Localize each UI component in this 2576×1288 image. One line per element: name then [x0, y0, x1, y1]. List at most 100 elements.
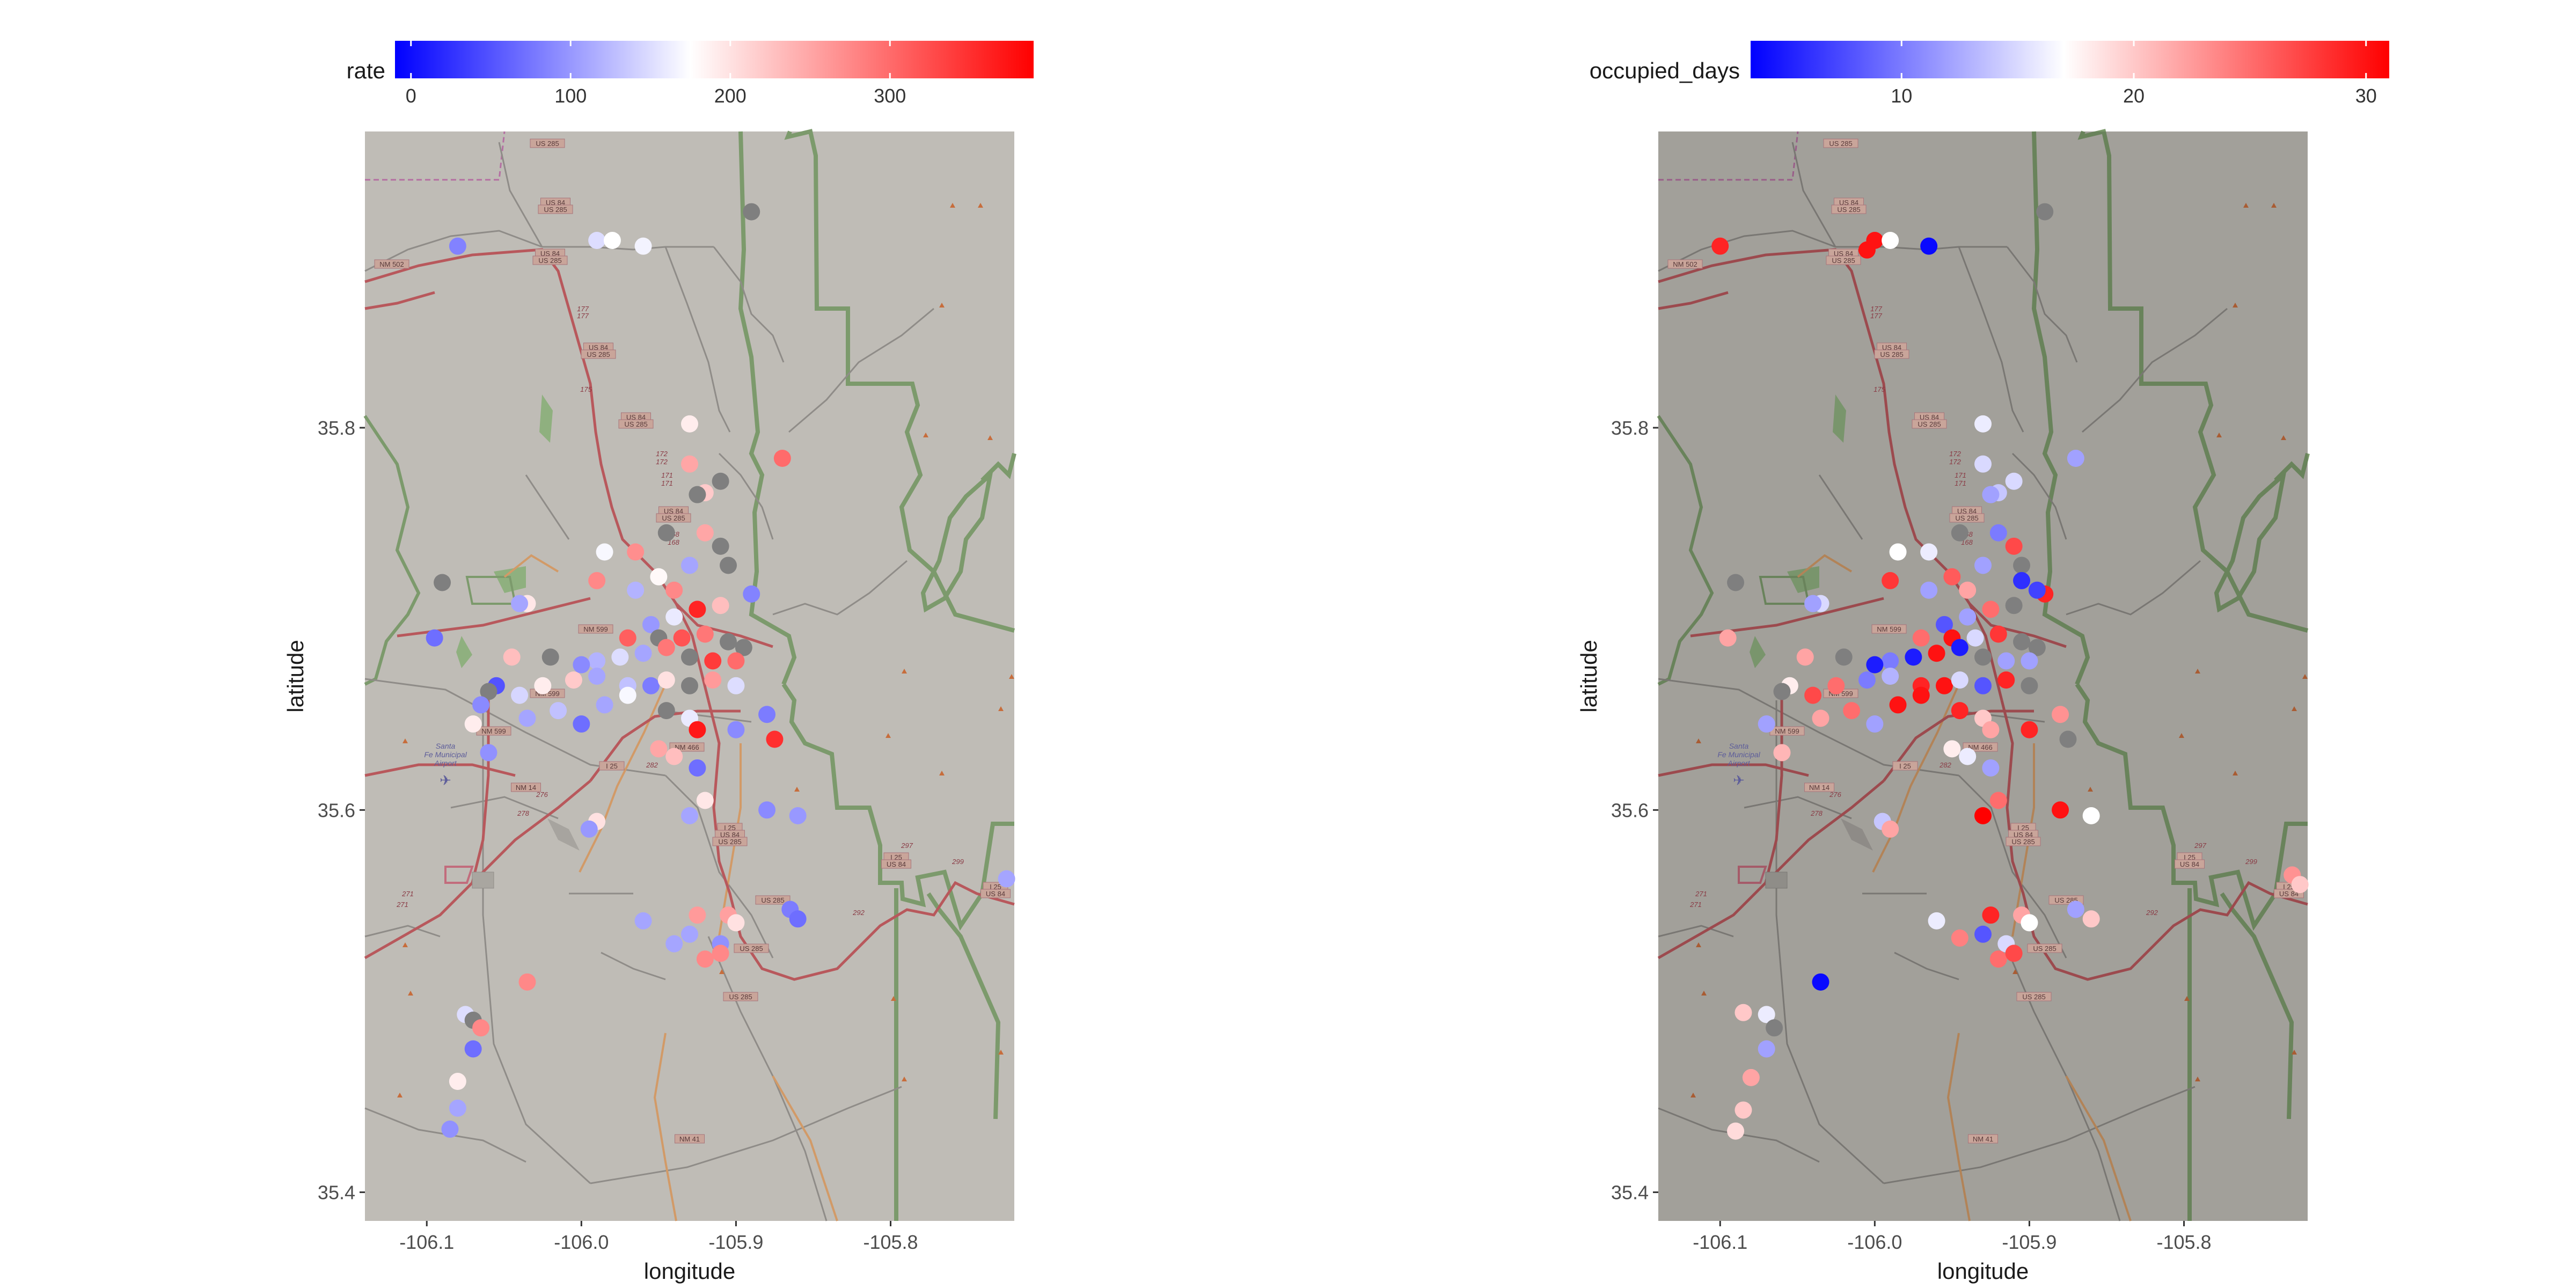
data-point: [511, 686, 529, 704]
data-point: [449, 1099, 466, 1117]
legend-tick-label: 10: [1891, 85, 1912, 107]
road-label: US 84: [626, 413, 646, 421]
road-label: US 285: [740, 945, 763, 953]
data-point: [1982, 601, 2000, 618]
data-point-missing: [712, 472, 729, 490]
data-point: [634, 645, 652, 662]
legend-ticks: 0 100 200 300: [406, 41, 906, 107]
road-label: US 84: [1839, 199, 1858, 207]
road-shield: [511, 782, 541, 792]
data-point: [1843, 702, 1861, 720]
data-point: [1959, 748, 1977, 765]
data-point: [650, 568, 668, 586]
x-tick-label: -106.0: [554, 1231, 609, 1253]
road-shield: [755, 895, 791, 905]
data-point-missing: [681, 648, 698, 666]
points-layer: [1711, 203, 2309, 1140]
road-label: US 84: [540, 250, 560, 258]
road-shield: [1949, 513, 1985, 523]
data-point: [1951, 929, 1968, 947]
road-shield: [578, 624, 613, 634]
data-point: [681, 455, 698, 473]
road-label: US 285: [587, 350, 610, 358]
data-point-missing: [541, 648, 559, 666]
data-point: [472, 696, 490, 714]
road-shield: [2175, 859, 2205, 869]
data-point: [1882, 668, 1899, 685]
data-point: [1974, 557, 1992, 574]
data-point: [573, 715, 590, 733]
data-point: [642, 677, 660, 694]
data-point: [758, 706, 776, 723]
data-point: [603, 232, 621, 249]
data-point: [1928, 912, 1945, 930]
data-point: [2082, 910, 2100, 928]
occupied-days-legend: occupied_days 10 20 30: [1590, 41, 2389, 107]
airport-label: Fe Municipal: [1717, 750, 1760, 759]
road-label: US 285: [1832, 257, 1855, 265]
data-point: [441, 1121, 459, 1138]
milepost-label: 271: [396, 901, 408, 909]
colorbar: [395, 41, 1034, 78]
road-label: US 84: [589, 343, 608, 352]
airport-label: Santa: [1729, 742, 1749, 750]
data-point: [1920, 581, 1938, 599]
data-point-missing: [743, 203, 760, 221]
airport-label: Santa: [436, 742, 456, 750]
rate-legend: rate 0 100 200 300: [347, 41, 1034, 107]
road-label: NM 502: [379, 260, 404, 268]
data-point: [696, 625, 714, 643]
road-shield: [1823, 138, 1858, 148]
data-point: [1974, 925, 1992, 943]
road-label: NM 599: [1775, 727, 1799, 735]
y-axis-label: latitude: [1576, 640, 1601, 712]
milepost-label: 271: [1689, 901, 1702, 909]
road-label: US 84: [2014, 831, 2033, 839]
milepost-label: 172: [656, 450, 668, 458]
road-label: US 285: [536, 140, 559, 148]
road-shield: [2016, 992, 2052, 1001]
y-axis: 35.4 35.6 35.8: [1611, 417, 1658, 1204]
data-point: [1858, 241, 1876, 259]
road-shield: [374, 259, 409, 269]
road-shield: [1871, 624, 1907, 634]
milepost-label: 278: [517, 809, 529, 817]
data-point-missing: [720, 557, 737, 574]
data-point-missing: [1773, 683, 1791, 700]
data-point: [1804, 686, 1822, 704]
data-point: [727, 677, 745, 694]
road-label: I 25: [2184, 853, 2196, 861]
milepost-label: 276: [1829, 791, 1841, 799]
data-point-missing: [2021, 677, 2038, 694]
road-label: US 285: [662, 514, 685, 522]
data-point: [998, 870, 1015, 888]
data-point: [689, 721, 706, 738]
road-label: NM 502: [1673, 260, 1697, 268]
data-point: [573, 656, 590, 674]
data-point: [1804, 595, 1822, 612]
x-tick-label: -106.0: [1847, 1231, 1902, 1253]
road-label: I 25: [990, 883, 1001, 891]
milepost-label: 177: [577, 312, 589, 320]
colorbar: [1751, 41, 2389, 78]
milepost-label: 172: [1949, 458, 1961, 466]
road-label: US 84: [720, 831, 740, 839]
road-shield: [581, 349, 616, 359]
road-label: NM 14: [1809, 784, 1829, 792]
airport-label: Airport: [434, 759, 457, 767]
data-point: [480, 744, 497, 762]
y-tick-label: 35.8: [318, 417, 355, 439]
data-point: [1989, 792, 2007, 809]
road-label: US 285: [2033, 945, 2056, 953]
data-point: [2052, 706, 2069, 723]
data-point: [657, 639, 675, 656]
airport-label: Fe Municipal: [424, 750, 467, 759]
data-point: [665, 748, 683, 765]
y-tick-label: 35.4: [318, 1182, 355, 1204]
data-point: [634, 912, 652, 930]
road-label: I 25: [1899, 762, 1911, 770]
data-point: [464, 1040, 482, 1058]
road-label: NM 41: [679, 1135, 700, 1143]
